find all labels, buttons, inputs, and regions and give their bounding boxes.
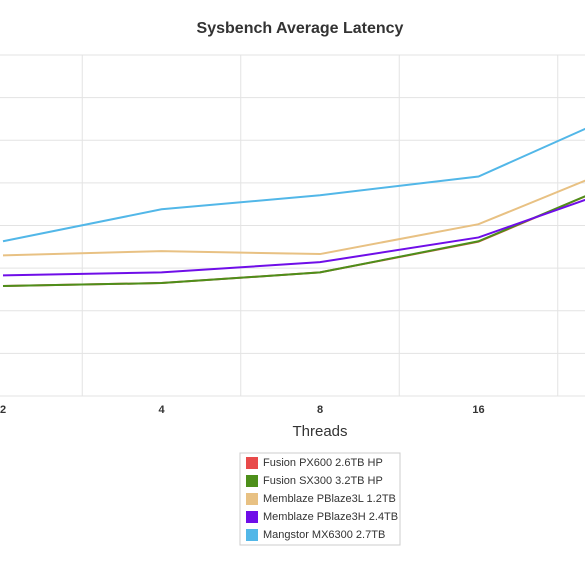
series-line [2,198,585,277]
x-tick-label: 16 [472,404,484,416]
x-tick-label: 8 [317,404,323,416]
chart-title: Sysbench Average Latency [197,20,404,37]
legend-label: Fusion PX600 2.6TB HP [263,457,383,469]
legend-swatch [246,475,258,487]
legend-label: Memblaze PBlaze3L 1.2TB [263,493,396,505]
x-tick-label: 2 [0,404,6,416]
legend-swatch [246,511,258,523]
legend-swatch [246,457,258,469]
legend-swatch [246,493,258,505]
series-line [2,179,585,257]
plot-area [0,54,585,397]
x-tick-label: 4 [158,404,165,416]
legend-label: Fusion SX300 3.2TB HP [263,475,383,487]
series-line [2,127,585,243]
legend [239,452,401,546]
x-axis-label: Threads [292,423,347,440]
legend-label: Memblaze PBlaze3H 2.4TB [263,511,398,523]
legend-label: Mangstor MX6300 2.7TB [263,529,385,541]
legend-swatch [246,529,258,541]
